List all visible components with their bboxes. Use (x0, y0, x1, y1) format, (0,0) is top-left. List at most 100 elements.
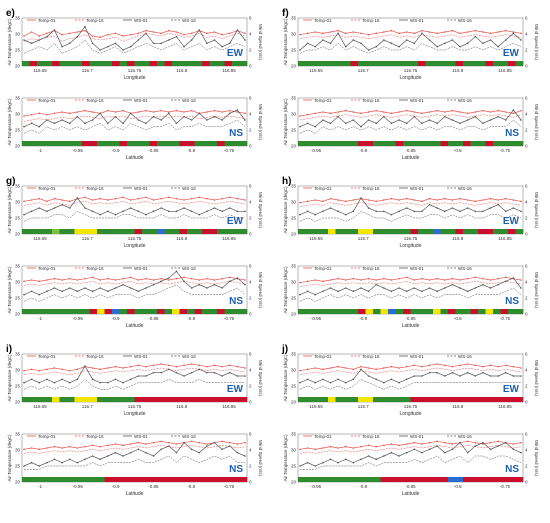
condition-bar-segment (179, 229, 188, 234)
data-point (482, 31, 484, 33)
series-line-ws-01 (23, 442, 246, 467)
condition-bar-segment (194, 397, 203, 402)
condition-bar-segment (388, 229, 396, 234)
data-point (91, 199, 94, 201)
panel-j2: Temp-01 Temp-16 WS-01 WS-16 20 25 30 35 0 2 4 6 Air … (283, 432, 539, 498)
condition-bar-segment (448, 477, 456, 482)
condition-bar-segment (335, 309, 344, 314)
data-point (489, 207, 492, 209)
condition-bar-segment (179, 397, 188, 402)
data-point (443, 287, 446, 289)
condition-bar-segment (127, 309, 135, 314)
condition-bar-segment (418, 61, 426, 66)
condition-bar-segment (343, 477, 351, 482)
data-point (122, 367, 124, 369)
series-line-ws-16 (299, 43, 522, 54)
data-point (160, 448, 162, 451)
data-point (390, 443, 393, 445)
data-point (206, 32, 208, 35)
data-point (152, 111, 155, 113)
condition-bar-segment (478, 477, 486, 482)
y2-tick-label: 0 (249, 232, 252, 237)
x-tick-label: 116.85 (222, 404, 236, 409)
condition-bar-segment (52, 397, 60, 402)
data-point (206, 119, 208, 121)
condition-bar-segment (418, 229, 426, 234)
data-point (360, 32, 362, 35)
data-point (107, 367, 109, 369)
legend-label: Temp-01 (38, 434, 56, 439)
series-line-temp-16 (299, 114, 522, 121)
condition-bar-segment (187, 309, 195, 314)
data-point (497, 445, 499, 447)
condition-bar-segment (209, 61, 218, 66)
data-point (520, 367, 522, 369)
data-point (520, 451, 522, 454)
y-tick-label: 20 (291, 312, 297, 317)
y-tick-label: 30 (15, 280, 21, 285)
x-tick-label: -0.9 (112, 484, 120, 489)
data-point (482, 283, 484, 286)
data-point (114, 451, 117, 454)
condition-bar-segment (142, 477, 150, 482)
data-point (322, 461, 324, 464)
data-point (337, 290, 339, 293)
condition-bar-segment (418, 397, 426, 402)
y2-tick-label: 2 (249, 464, 252, 469)
data-point (512, 112, 515, 115)
data-point (107, 290, 109, 293)
legend-label: Temp-16 (86, 266, 104, 271)
data-point (175, 443, 178, 445)
data-point (466, 371, 469, 374)
y2-tick-label: 0 (525, 312, 528, 317)
data-point (68, 112, 71, 115)
data-point (497, 440, 499, 443)
data-point (183, 111, 185, 113)
condition-bar-segment (373, 309, 381, 314)
y-tick-label: 30 (15, 112, 21, 117)
data-point (375, 445, 378, 448)
y2-tick-label: 4 (249, 368, 252, 373)
data-point (129, 276, 132, 279)
data-point (443, 279, 446, 281)
condition-bar-segment (373, 229, 381, 234)
data-point (236, 277, 239, 279)
data-point (244, 210, 246, 213)
data-point (489, 375, 492, 377)
condition-bar-segment (194, 229, 203, 234)
condition-bar-segment (493, 229, 501, 234)
condition-bar-segment (22, 141, 30, 146)
y2-tick-label: 0 (249, 312, 252, 317)
condition-bar-segment (508, 141, 516, 146)
condition-bar-segment (59, 397, 68, 402)
data-point (443, 441, 446, 444)
y2-tick-label: 6 (249, 184, 252, 189)
data-point (413, 364, 416, 367)
condition-bar-segment (298, 477, 306, 482)
data-point (520, 109, 522, 112)
series-line-ws-16 (23, 284, 246, 302)
data-point (459, 111, 461, 113)
data-point (299, 381, 301, 384)
data-point (198, 29, 201, 31)
data-point (68, 207, 71, 209)
x-tick-label: 116.8 (176, 404, 187, 409)
data-point (352, 277, 355, 280)
x-tick-label: -0.75 (224, 484, 235, 489)
data-point (474, 441, 477, 444)
condition-bar-segment (202, 229, 210, 234)
condition-bar-segment (239, 397, 248, 402)
x-tick-label: 116.85 (498, 236, 512, 241)
condition-bar-segment (455, 477, 464, 482)
condition-bar-segment (433, 229, 441, 234)
data-point (497, 365, 499, 368)
data-point (436, 32, 438, 35)
data-point (53, 207, 56, 209)
data-point (497, 375, 499, 377)
data-point (122, 444, 124, 447)
legend-label: WS-01 (134, 354, 148, 359)
condition-bar-segment (350, 477, 359, 482)
x-tick-label: -0.85 (405, 316, 416, 321)
data-point (314, 279, 317, 281)
legend-label: WS-01 (134, 434, 148, 439)
